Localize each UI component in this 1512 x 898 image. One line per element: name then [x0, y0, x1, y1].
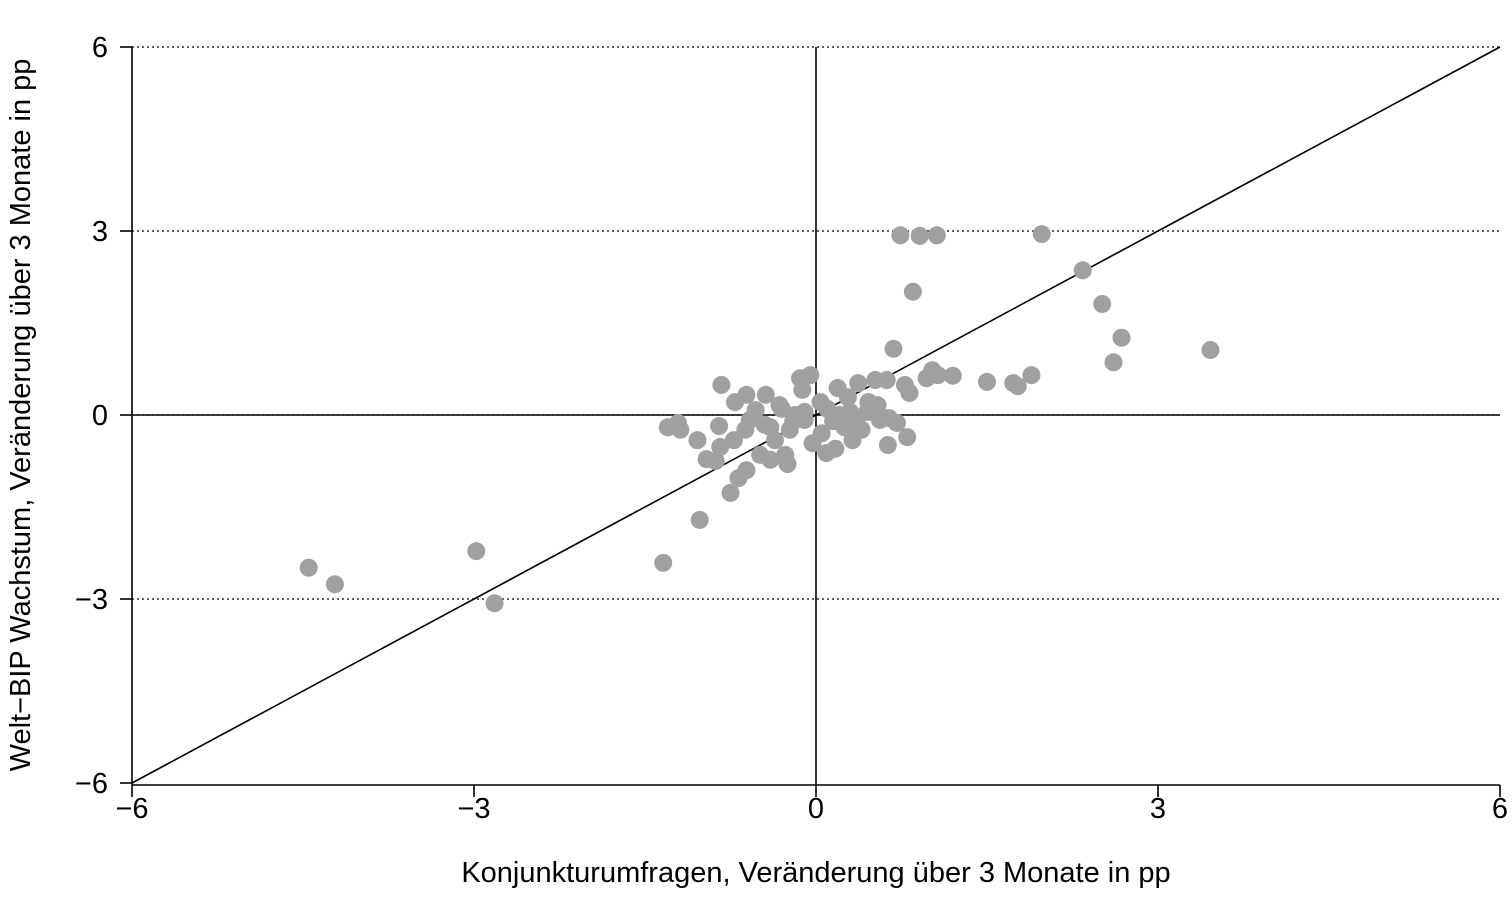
point — [795, 402, 814, 421]
x-tick-label: 6 — [1492, 793, 1508, 825]
y-tick-label: 0 — [92, 400, 108, 432]
x-axis-label: Konjunkturumfragen, Veränderung über 3 M… — [461, 857, 1170, 889]
point — [467, 542, 486, 561]
point — [898, 428, 917, 447]
point — [943, 366, 962, 385]
point — [1104, 353, 1123, 372]
diagonal-line — [131, 46, 1501, 784]
point — [724, 431, 743, 450]
point — [654, 553, 673, 572]
point — [849, 374, 868, 393]
x-tick-label: −3 — [457, 793, 490, 825]
point — [761, 418, 780, 437]
point — [884, 339, 903, 358]
point — [721, 483, 740, 502]
point — [756, 385, 775, 404]
point — [801, 366, 820, 385]
y-tick-label: −6 — [75, 768, 108, 800]
point — [772, 399, 791, 418]
point — [1112, 328, 1131, 347]
point — [826, 439, 845, 458]
point — [706, 452, 725, 470]
point — [793, 380, 812, 399]
y-tick-label: 6 — [92, 32, 108, 64]
point — [778, 455, 797, 474]
point — [746, 401, 765, 420]
point — [1022, 366, 1041, 385]
y-tick-label: −3 — [75, 584, 108, 616]
point — [1093, 294, 1112, 313]
point — [838, 388, 857, 407]
point — [1201, 340, 1220, 359]
point — [928, 366, 947, 385]
point — [900, 383, 919, 402]
x-tick-label: 3 — [1150, 793, 1166, 825]
point — [927, 226, 946, 245]
point — [712, 375, 731, 394]
point — [812, 424, 831, 443]
point — [325, 575, 344, 594]
point — [711, 437, 730, 456]
point — [761, 450, 780, 469]
point — [690, 510, 709, 529]
point — [878, 436, 897, 455]
point — [1073, 261, 1092, 280]
y-axis-label: Welt−BIP Wachstum, Veränderung über 3 Mo… — [5, 59, 37, 772]
point — [877, 371, 896, 390]
point — [1032, 225, 1051, 244]
point — [710, 417, 729, 436]
point — [910, 226, 929, 245]
point — [485, 594, 504, 613]
point — [903, 282, 922, 301]
x-tick-label: 0 — [808, 793, 824, 825]
point — [299, 558, 318, 577]
point — [688, 431, 707, 450]
point — [978, 372, 996, 391]
y-tick-label: 3 — [92, 216, 108, 248]
point — [1008, 377, 1027, 396]
point — [858, 402, 877, 421]
point — [891, 226, 910, 245]
point — [671, 420, 690, 439]
x-tick-label: −6 — [115, 793, 148, 825]
point — [737, 461, 756, 480]
point — [887, 413, 906, 432]
point — [737, 385, 756, 404]
